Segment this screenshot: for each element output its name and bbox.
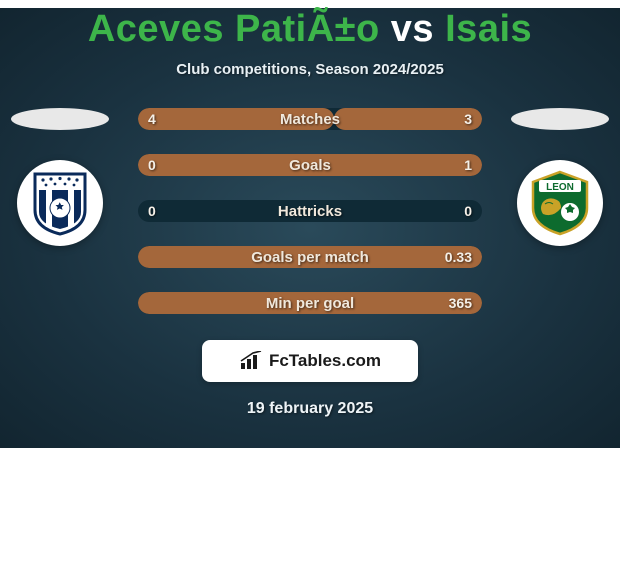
content-root: Aceves PatiÃ±o vs Isais Club competition… — [0, 8, 620, 418]
page-title: Aceves PatiÃ±o vs Isais — [0, 8, 620, 51]
main-row: Matches43Goals01Hattricks00Goals per mat… — [0, 108, 620, 314]
svg-text:LEON: LEON — [546, 182, 574, 193]
bar-label: Goals — [138, 154, 482, 176]
left-column — [0, 108, 120, 246]
brand-text: FcTables.com — [269, 351, 381, 371]
pachuca-crest-icon — [31, 170, 89, 236]
subtitle: Club competitions, Season 2024/2025 — [0, 61, 620, 78]
stat-bar: Min per goal365 — [138, 292, 482, 314]
bar-label: Min per goal — [138, 292, 482, 314]
date-text: 19 february 2025 — [0, 400, 620, 418]
bar-label: Hattricks — [138, 200, 482, 222]
leon-crest-icon: LEON — [525, 168, 595, 238]
bar-value-right: 0.33 — [445, 246, 472, 268]
bar-chart-icon — [239, 351, 265, 371]
bar-value-left: 4 — [148, 108, 156, 130]
stat-bar: Goals per match0.33 — [138, 246, 482, 268]
right-club-badge: LEON — [517, 160, 603, 246]
bar-value-right: 0 — [464, 200, 472, 222]
right-column: LEON — [500, 108, 620, 246]
right-flag — [511, 108, 609, 130]
bar-value-left: 0 — [148, 154, 156, 176]
bar-value-left: 0 — [148, 200, 156, 222]
left-club-badge — [17, 160, 103, 246]
stat-bar: Hattricks0 0 — [138, 200, 482, 222]
background-bottom — [0, 448, 620, 588]
bar-value-right: 365 — [449, 292, 472, 314]
stat-bar: Goals0 1 — [138, 154, 482, 176]
brand-box[interactable]: FcTables.com — [202, 340, 418, 382]
title-player1: Aceves PatiÃ±o — [88, 8, 380, 50]
left-flag — [11, 108, 109, 130]
bar-value-right: 3 — [464, 108, 472, 130]
bar-value-right: 1 — [464, 154, 472, 176]
title-player2: Isais — [445, 8, 532, 50]
stat-bars: Matches43Goals01Hattricks00Goals per mat… — [120, 108, 500, 314]
title-vs: vs — [391, 8, 434, 50]
bar-label: Goals per match — [138, 246, 482, 268]
stat-bar: Matches4 3 — [138, 108, 482, 130]
bar-label: Matches — [138, 108, 482, 130]
